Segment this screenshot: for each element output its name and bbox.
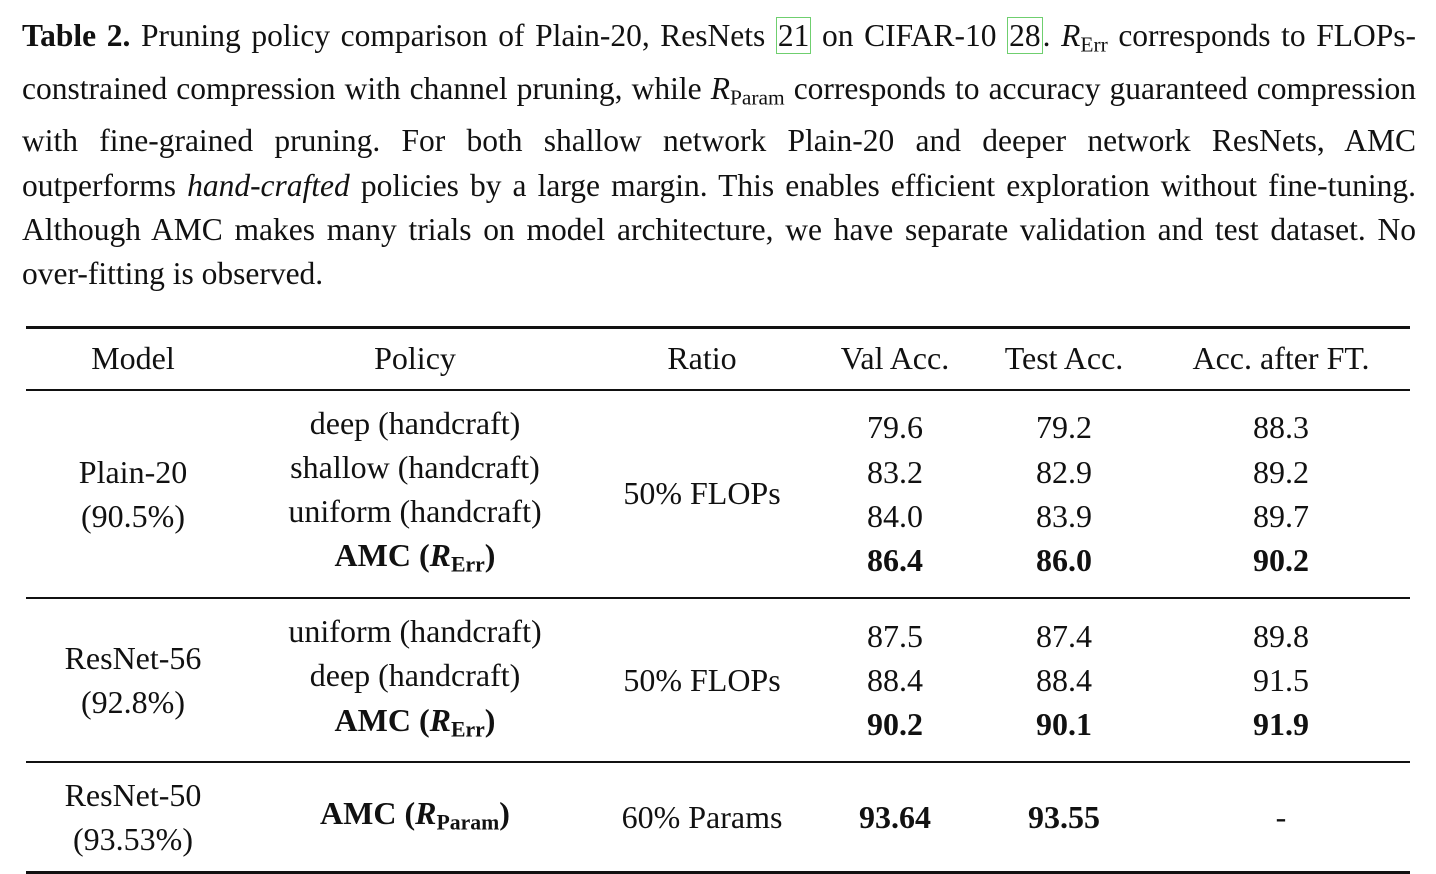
caption-text: corresponds to FLOPs-constrained compres… (22, 18, 1417, 106)
value: 91.5 (1253, 662, 1309, 699)
r-symbol: R (429, 701, 451, 738)
header-cell: Test Acc. (1004, 340, 1124, 377)
value-best: 93.55 (1028, 799, 1100, 836)
model-accuracy: (92.8%) (81, 684, 185, 721)
value: 83.9 (1036, 497, 1092, 534)
test-acc-cell: 87.4 88.4 90.1 (976, 598, 1152, 762)
value-best: 91.9 (1253, 706, 1309, 743)
value: 88.4 (867, 662, 923, 699)
r-subscript: Param (436, 810, 500, 835)
amc-close: ) (484, 537, 496, 574)
value: 84.0 (867, 497, 923, 534)
caption-text: policies by a large margin. This enables… (22, 167, 1416, 292)
r-err-symbol: R (1061, 18, 1081, 53)
policy-cell: uniform (handcraft) deep (handcraft) AMC… (240, 598, 590, 762)
table-group-plain20: Plain-20 (90.5%) deep (handcraft) shallo… (26, 390, 1410, 599)
table-header: Model Policy Ratio Val Acc. Test Acc. Ac… (26, 327, 1410, 390)
r-param-symbol: R (710, 70, 730, 106)
model-cell: ResNet-56 (92.8%) (26, 598, 240, 762)
value-best: 86.0 (1036, 542, 1092, 579)
ft-acc-cell: 88.3 89.2 89.7 90.2 (1152, 390, 1410, 599)
header-cell: Ratio (667, 340, 737, 377)
r-symbol: R (429, 537, 451, 574)
policy-cell: deep (handcraft) shallow (handcraft) uni… (240, 390, 590, 599)
r-subscript: Err (450, 717, 485, 742)
model-accuracy: (90.5%) (81, 497, 185, 534)
caption-text: corresponds to accuracy guaranteed compr… (22, 70, 1417, 203)
amc-close: ) (499, 794, 510, 831)
value: 88.3 (1253, 409, 1309, 446)
ft-acc-cell: 89.8 91.5 91.9 (1152, 598, 1410, 762)
value: 79.2 (1036, 409, 1092, 446)
value-best: 90.2 (1253, 542, 1309, 579)
caption-text: Pruning policy comparison of Plain-20, R… (140, 18, 776, 53)
value: 82.9 (1036, 453, 1092, 490)
policy-item: uniform (handcraft) (288, 493, 542, 530)
amc-label: AMC ( (334, 537, 430, 574)
val-acc-cell: 87.5 88.4 90.2 (814, 598, 976, 762)
policy-item-amc: AMC (RErr) (240, 698, 590, 752)
caption-italic: hand-crafted (187, 167, 350, 203)
caption-text: on CIFAR-10 (811, 18, 1008, 53)
policy-item: deep (handcraft) (309, 657, 521, 694)
test-acc-cell: 93.55 (976, 762, 1152, 873)
header-cell: Model (91, 340, 175, 377)
val-acc-cell: 79.6 83.2 84.0 86.4 (814, 390, 976, 599)
value-best: 90.1 (1036, 706, 1092, 743)
amc-label: AMC ( (320, 794, 416, 831)
value-best: 93.64 (859, 799, 931, 836)
ft-acc-cell: - (1152, 762, 1410, 873)
value: 87.5 (867, 617, 923, 654)
policy-cell: AMC (RParam) (240, 762, 590, 873)
value: 83.2 (867, 453, 923, 490)
value: 89.2 (1253, 453, 1309, 490)
model-name: ResNet-56 (64, 640, 202, 677)
header-cell: Val Acc. (840, 340, 950, 377)
citation-link[interactable]: 21 (775, 17, 812, 54)
citation-link[interactable]: 28 (1007, 17, 1043, 54)
ratio-cell: 60% Params (621, 798, 783, 835)
header-cell: Acc. after FT. (1192, 340, 1370, 377)
ratio-cell: 50% FLOPs (623, 661, 781, 698)
caption-label: Table 2. (22, 18, 131, 53)
value: 87.4 (1036, 617, 1092, 654)
r-symbol: R (415, 794, 437, 831)
table-row: Plain-20 (90.5%) deep (handcraft) shallo… (26, 390, 1410, 599)
table-row: ResNet-50 (93.53%) AMC (RParam) 60% Para… (26, 762, 1410, 873)
amc-label: AMC ( (334, 701, 430, 738)
r-subscript: Err (450, 552, 485, 577)
comparison-table: Model Policy Ratio Val Acc. Test Acc. Ac… (26, 326, 1410, 874)
test-acc-cell: 79.2 82.9 83.9 86.0 (976, 390, 1152, 599)
r-param-subscript: Param (729, 84, 785, 109)
value: 89.8 (1253, 617, 1309, 654)
policy-item: shallow (handcraft) (290, 448, 540, 485)
value: - (1275, 799, 1287, 836)
model-name: Plain-20 (78, 453, 188, 490)
value: 88.4 (1036, 662, 1092, 699)
header-cell: Policy (374, 340, 456, 377)
ratio-cell: 50% FLOPs (623, 475, 781, 512)
value-best: 90.2 (867, 706, 923, 743)
value-best: 86.4 (867, 542, 923, 579)
policy-item-amc: AMC (RParam) (240, 791, 590, 845)
r-err-subscript: Err (1080, 32, 1108, 57)
val-acc-cell: 93.64 (814, 762, 976, 873)
table-row: ResNet-56 (92.8%) uniform (handcraft) de… (26, 598, 1410, 762)
model-cell: Plain-20 (90.5%) (26, 390, 240, 599)
value: 89.7 (1253, 497, 1309, 534)
caption-text: . (1042, 18, 1051, 53)
table-group-resnet56: ResNet-56 (92.8%) uniform (handcraft) de… (26, 598, 1410, 763)
policy-item: uniform (handcraft) (288, 613, 542, 650)
value: 79.6 (867, 409, 923, 446)
model-cell: ResNet-50 (93.53%) (26, 762, 240, 873)
amc-close: ) (484, 701, 496, 738)
table-group-resnet50: ResNet-50 (93.53%) AMC (RParam) 60% Para… (26, 762, 1410, 873)
table-caption: Table 2. Pruning policy comparison of Pl… (22, 14, 1416, 296)
policy-item: deep (handcraft) (309, 404, 521, 441)
model-name: ResNet-50 (64, 777, 202, 814)
model-accuracy: (93.53%) (73, 821, 193, 858)
policy-item-amc: AMC (RErr) (240, 533, 590, 587)
